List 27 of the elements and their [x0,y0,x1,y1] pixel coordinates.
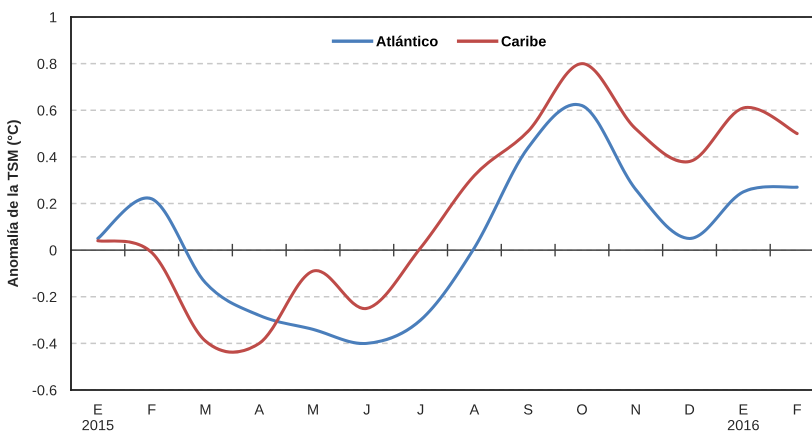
x-tick-label: S [524,404,532,415]
x-tick-label: E 2016 [728,404,759,430]
x-tick-label: A [254,404,264,414]
y-tick-label: 0 [50,245,57,256]
legend-label: Caribe [502,36,546,46]
x-tick-label: M [200,404,210,414]
y-tick-label: -0.6 [32,385,56,396]
x-tick-label: M [308,404,318,414]
y-tick-label: 0.4 [37,152,57,162]
x-tick-label: A [470,404,480,414]
y-axis-title: Anomalía de la TSM (°C) [7,120,21,288]
y-tick-label: -0.2 [32,292,56,302]
x-tick-label: F [794,404,801,414]
y-tick-label: -0.4 [32,338,57,349]
y-tick-label: 0.8 [37,58,56,70]
x-tick-label: N [632,404,640,414]
x-tick-label: D [685,404,694,414]
y-tick-label: 0.6 [37,105,56,116]
line-series [96,103,799,346]
x-tick-label: F [148,404,156,414]
x-tick-label: E 2015 [82,404,114,430]
x-tick-label: J [363,404,370,415]
y-tick-label: 1 [50,12,56,22]
y-tick-label: 0.2 [37,198,56,209]
legend-label: Atlántico [376,36,438,46]
x-tick-label: O [576,404,587,415]
x-tick-label: J [417,404,424,415]
